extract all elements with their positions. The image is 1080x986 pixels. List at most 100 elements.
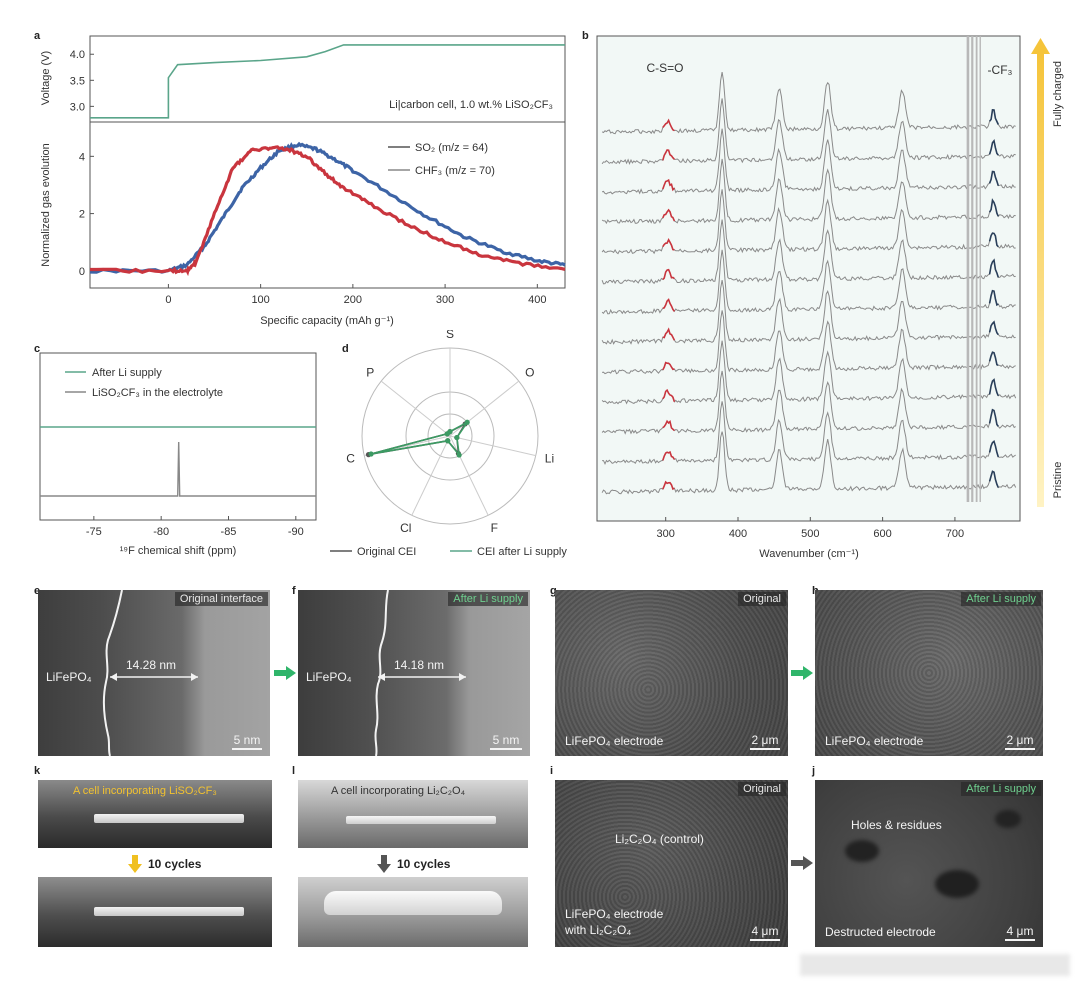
tag-original-i: Original (738, 782, 786, 796)
nmr-xtick-label: -90 (288, 526, 304, 538)
hole-1 (845, 840, 879, 862)
texture-overlay (815, 590, 1043, 756)
interface-boundary-line (374, 590, 389, 756)
panel-letter-b: b (582, 30, 589, 42)
raman-cso-highlight-7 (662, 298, 676, 312)
arrow-g-to-h (791, 666, 813, 680)
gas-ytick-label: 2 (79, 209, 85, 221)
radar-axis-label: P (366, 365, 374, 379)
radar-series-group (365, 419, 470, 458)
nmr-xlabel: ¹⁹F chemical shift (ppm) (120, 545, 237, 557)
nmr-electrolyte-trace (40, 441, 316, 497)
pristine-label: Pristine (1052, 462, 1064, 499)
panel-letter-g: g (550, 585, 557, 597)
texture-overlay (555, 780, 788, 947)
voltage-curve (90, 44, 565, 119)
radar-spoke (380, 380, 451, 437)
tag-cell-li2c2o4: A cell incorporating Li₂C₂O₄ (331, 785, 466, 797)
tag-after-li-supply-h: After Li supply (961, 592, 1041, 606)
voltage-ytick-group: 3.0 3.5 4.0 (70, 49, 94, 113)
sem-image-after-li-j: After Li supply Holes & residues Destruc… (815, 780, 1043, 947)
scale-bar-h: 2 μm (1005, 733, 1035, 750)
sem-image-after-li-h: After Li supply LiFePO₄ electrode 2 μm (815, 590, 1043, 756)
radar-grid (361, 347, 539, 525)
radar-axis-label: F (491, 521, 498, 535)
scale-bar-g: 2 μm (750, 733, 780, 750)
raman-cf3-highlight-5 (988, 232, 999, 248)
gas-plot-frame (89, 121, 566, 289)
caption-j: Destructed electrode (825, 925, 936, 939)
tag-original-g: Original (738, 592, 786, 606)
radar-axis-label: C (346, 452, 355, 466)
hole-2 (935, 870, 979, 898)
radar-axis-label: S (446, 330, 454, 341)
radar-spoke (449, 435, 489, 516)
radar-spoke (449, 435, 536, 457)
panel-letter-l: l (292, 765, 296, 777)
arrow-e-to-f (274, 666, 296, 680)
material-label-e: LiFePO₄ (46, 670, 92, 684)
panel-a-chart: 3.0 3.5 4.0 0 2 4 0 100 200 300 400 Li|carbon ce… (40, 35, 566, 327)
radar-axis-label: O (525, 365, 534, 379)
raman-cf3-highlight-11 (988, 408, 999, 427)
nmr-xtick-group: -75 -80 -85 -90 (86, 516, 304, 538)
hole-3 (995, 810, 1021, 828)
gas-ytick-label: 0 (79, 266, 85, 278)
voltage-ylabel: Voltage (V) (40, 51, 52, 105)
nmr-plot-frame (39, 352, 317, 521)
raman-cso-highlight-10 (662, 388, 676, 403)
cf3-annotation: -CF₃ (988, 63, 1013, 77)
gas-xtick-group: 0 100 200 300 400 (165, 284, 547, 306)
panel-letter-j: j (812, 765, 816, 777)
pouch-cell-flat-after (94, 907, 244, 916)
pouch-cell-swollen (324, 891, 502, 915)
pouch-cell-flat-l (346, 816, 496, 824)
chf3-curve (90, 145, 566, 277)
raman-cso-highlight-11 (662, 419, 675, 432)
radar-point (454, 434, 460, 441)
cycles-label-k: 10 cycles (148, 857, 202, 871)
gas-xlabel: Specific capacity (mAh g⁻¹) (260, 315, 394, 327)
arrow-k-down (128, 855, 142, 873)
panel-letter-c: c (34, 343, 41, 355)
raman-cf3-highlight-6 (988, 258, 1000, 278)
arrow-l-down (377, 855, 391, 873)
raman-cso-highlight-8 (662, 327, 676, 341)
raman-cf3-highlight-8 (988, 320, 999, 336)
nmr-xtick-label: -80 (153, 526, 169, 538)
raman-cso-highlight-13 (662, 480, 675, 491)
panel-letter-e: e (34, 585, 40, 597)
radar-point (456, 452, 462, 458)
caption-h: LiFePO₄ electrode (825, 734, 924, 748)
voltage-ytick-label: 3.0 (70, 101, 85, 113)
nmr-xtick-label: -85 (221, 526, 237, 538)
raman-xtick-label: 400 (729, 528, 747, 540)
gas-xtick-label: 100 (251, 294, 269, 306)
raman-cso-highlight-9 (662, 361, 675, 371)
tag-after-li-supply-j: After Li supply (961, 782, 1041, 796)
panel-d-radar: S O Li F Cl C P Original CEI CEI after Li supp… (330, 330, 567, 558)
caption-i-line1: LiFePO₄ electrode (565, 907, 664, 921)
cycles-label-l: 10 cycles (397, 857, 451, 871)
gas-xtick-label: 200 (344, 294, 362, 306)
radar-spoke (449, 380, 520, 437)
raman-cf3-highlight-13 (988, 470, 1000, 488)
pouch-cell-flat (94, 814, 244, 823)
photo-cell-after-k (38, 877, 272, 947)
legend-label-cei-after-li: CEI after Li supply (477, 546, 567, 558)
radar-axis-label: Li (545, 452, 554, 466)
radar-polygon-1 (368, 421, 468, 456)
legend-label-so2: SO₂ (m/z = 64) (415, 142, 488, 154)
raman-cso-highlight-1 (662, 118, 675, 132)
measure-arrow-right-head (191, 673, 198, 681)
thickness-label-f: 14.18 nm (394, 658, 445, 672)
scale-bar-e: 5 nm (232, 733, 262, 750)
gas-ytick-label: 4 (79, 151, 85, 163)
caption-i-line2: with Li₂C₂O₄ (565, 923, 632, 937)
legend-label-chf3: CHF₃ (m/z = 70) (415, 165, 495, 177)
fully-charged-label: Fully charged (1052, 61, 1064, 127)
gas-xtick-label: 0 (165, 294, 171, 306)
texture-overlay (555, 590, 788, 756)
scale-bar-i: 4 μm (750, 924, 780, 941)
gas-ytick-group: 0 2 4 (79, 151, 94, 278)
